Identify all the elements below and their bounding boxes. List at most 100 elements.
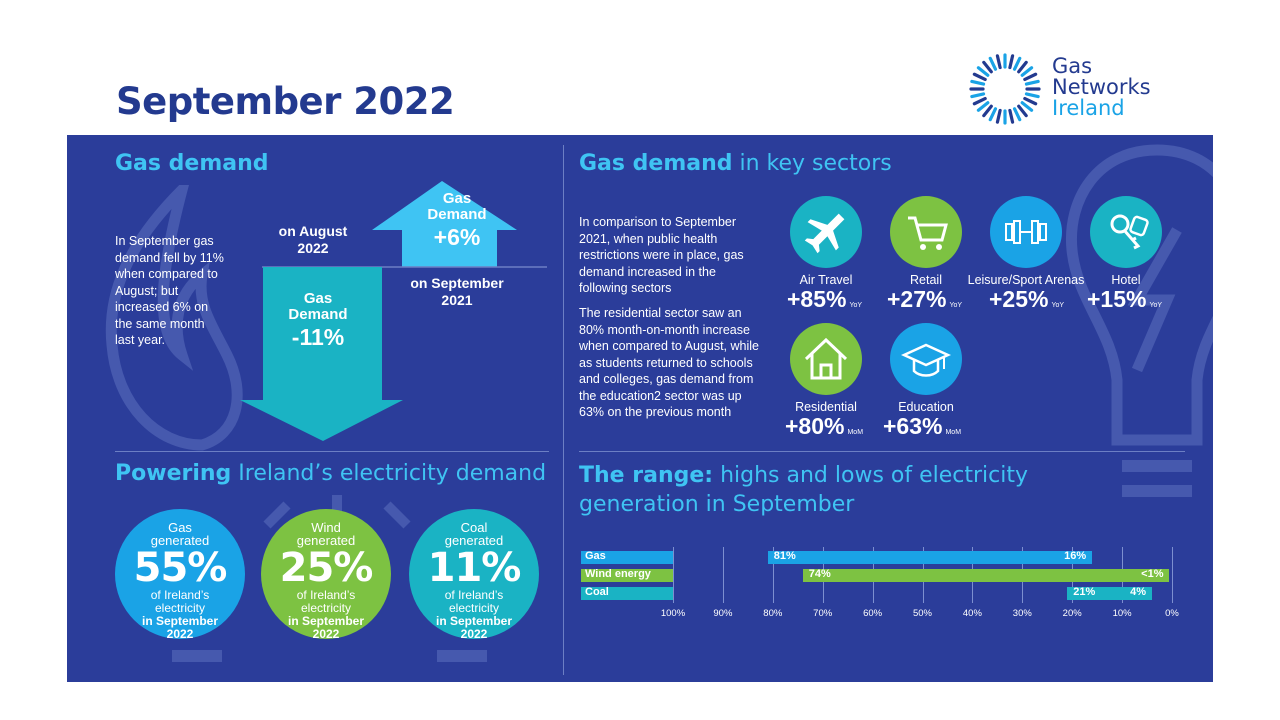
gas-demand-heading: Gas demand — [115, 151, 269, 176]
sectors-paragraph-1: In comparison to September 2021, when pu… — [579, 215, 744, 295]
up-arrow-shape — [372, 181, 517, 267]
sector-leisure-sport-arenas-circle — [990, 196, 1062, 268]
power-circle-text: of Ireland’s — [296, 588, 356, 602]
power-circle-text: electricity — [154, 601, 205, 615]
logo-ring-icon — [969, 53, 1041, 125]
down-arrow-caption-line1: on August — [278, 223, 348, 239]
gas-networks-ireland-logo: Gas Networks Ireland — [968, 52, 1168, 126]
power-circle-wind: Wind generated 25% of Ireland’s electricity i… — [261, 509, 391, 641]
range-low-label: 16% — [1064, 550, 1087, 562]
x-tick-label: 70% — [813, 608, 833, 619]
sectors-paragraph-2: The residential sector saw an 80% month-… — [579, 306, 759, 419]
down-arrow-caption: on August 2022 — [255, 223, 371, 257]
sector-value: +63% MoM — [883, 413, 962, 439]
airplane-icon — [804, 213, 845, 254]
power-circle-text: Wind — [311, 520, 341, 535]
power-circle-text: 55% — [133, 545, 228, 591]
sector-value: +85% YoY — [787, 286, 863, 312]
x-tick-label: 90% — [713, 608, 733, 619]
power-circle-text: generated — [296, 533, 356, 548]
sector-value: +15% YoY — [1087, 286, 1163, 312]
range-low-label: 4% — [1130, 586, 1147, 598]
power-circle-text: Coal — [460, 520, 488, 535]
grid-line — [772, 547, 774, 603]
range-bar-gas — [767, 551, 1093, 564]
sector-name: Retail — [910, 273, 942, 287]
dumbbell-icon — [1005, 220, 1047, 244]
right-horizontal-divider — [579, 451, 1185, 452]
x-tick-label: 50% — [912, 608, 932, 619]
sector-value: +25% YoY — [989, 286, 1065, 312]
up-arrow-caption-line2: 2021 — [441, 292, 473, 308]
x-tick-label: 20% — [1062, 608, 1082, 619]
range-low-label: <1% — [1141, 568, 1164, 580]
power-circle-text: Gas — [168, 520, 192, 535]
power-circle-text: of Ireland’s — [444, 588, 504, 602]
down-arrow-line1: Gas — [303, 290, 333, 307]
down-arrow-line2: Demand — [288, 306, 348, 323]
category-band — [581, 569, 673, 582]
powering-heading: Powering Ireland’s electricity demand — [115, 461, 547, 486]
sector-value: +80% MoM — [785, 413, 864, 439]
down-arrow-label: Gas Demand -11% — [263, 291, 373, 351]
power-circle-gas: Gas generated 55% of Ireland’s electricity in… — [115, 509, 245, 641]
category-label: Wind energy — [585, 568, 651, 580]
sector-name: Education — [898, 400, 954, 414]
shopping-cart-icon — [908, 216, 948, 250]
down-arrow-value: -11% — [291, 324, 345, 350]
range-chart: 100% 90% 80% 70% 60% 50% 40% 30% 20% 10% 0% Gas 81% 1… — [67, 135, 1213, 682]
range-heading-line2: generation in September — [579, 492, 855, 517]
power-circle-text: of Ireland’s — [150, 588, 210, 602]
up-arrow-value: +6% — [433, 224, 481, 250]
power-circle-text: generated — [444, 533, 504, 548]
down-arrow-shape — [240, 267, 403, 441]
sectors-heading: Gas demand in key sectors — [579, 151, 892, 176]
grid-line — [1172, 547, 1173, 603]
vertical-divider — [563, 145, 564, 675]
sector-air-travel-circle — [790, 196, 862, 268]
category-label: Coal — [585, 586, 609, 598]
x-tick-label: 80% — [763, 608, 783, 619]
infographic-panel: Gas demand In September gas demand fell … — [67, 135, 1213, 682]
x-tick-label: 10% — [1112, 608, 1132, 619]
x-tick-label: 60% — [863, 608, 883, 619]
up-arrow-caption-line1: on September — [410, 275, 504, 291]
x-tick-label: 100% — [660, 608, 686, 619]
x-tick-label: 30% — [1012, 608, 1032, 619]
power-circle-text: electricity — [300, 601, 351, 615]
range-high-label: 21% — [1073, 586, 1096, 598]
logo-line-2: Networks — [1052, 75, 1151, 99]
key-icon — [1110, 214, 1149, 250]
power-circle-text: 2022 — [166, 627, 194, 641]
category-band — [581, 551, 673, 564]
sector-name: Leisure/Sport Arenas — [967, 273, 1085, 287]
grid-line — [722, 547, 724, 603]
graduation-cap-icon — [900, 343, 952, 377]
down-arrow-caption-line2: 2022 — [297, 240, 329, 256]
power-circle-text: 11% — [427, 545, 522, 591]
lightbulb-outline-icon — [1065, 144, 1213, 497]
sector-retail-circle — [890, 196, 962, 268]
power-circle-text: 25% — [279, 545, 374, 591]
category-label: Gas — [585, 550, 606, 562]
house-icon — [804, 337, 848, 380]
plug-outline-icon — [172, 495, 487, 662]
sector-education-circle — [890, 323, 962, 395]
page-title: September 2022 — [116, 80, 455, 123]
up-arrow-caption: on September 2021 — [397, 275, 517, 309]
power-circle-text: 2022 — [460, 627, 488, 641]
left-horizontal-divider — [115, 451, 549, 452]
x-tick-label: 40% — [962, 608, 982, 619]
sector-name: Hotel — [1111, 273, 1141, 287]
logo-line-3: Ireland — [1052, 96, 1125, 120]
flame-outline-icon — [105, 185, 243, 451]
sector-value: +27% YoY — [887, 286, 963, 312]
power-circle-text: in September — [287, 614, 365, 628]
range-bar-coal — [1067, 587, 1153, 600]
range-high-label: 81% — [773, 550, 796, 562]
logo-line-1: Gas — [1052, 54, 1093, 78]
range-bar-wind-energy — [802, 569, 1170, 582]
sector-hotel-circle — [1090, 196, 1162, 268]
sector-residential-circle — [790, 323, 862, 395]
range-heading-line1: The range: highs and lows of electricity — [579, 463, 1029, 488]
